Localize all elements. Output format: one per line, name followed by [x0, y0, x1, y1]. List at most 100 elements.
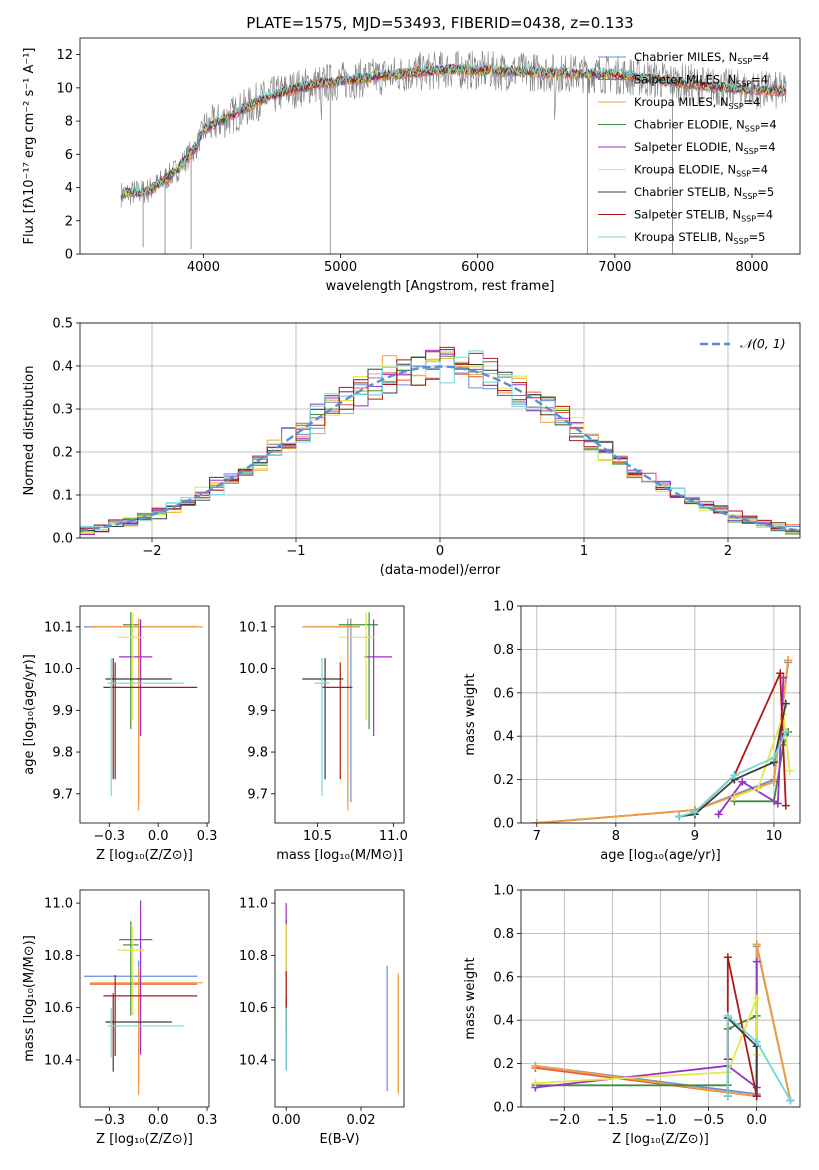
axes-weight_vs_Z: −2.0 −1.5 −1.0 −0.5 0.0 0.0 0.2 0.4 0.6 0.8 1.0 Z […: [463, 884, 801, 1147]
y-tick-label: 0.4: [52, 360, 73, 375]
y-tick-label: 10.0: [239, 662, 268, 677]
weight-marker: [723, 953, 732, 962]
weight-marker: [773, 799, 782, 808]
histogram-kroupa-stelib: [80, 350, 800, 531]
legend-label-tail: =4: [752, 50, 769, 64]
errorbar-point: [322, 662, 353, 780]
axes-age_vs_Z: −0.3 0.0 0.3 9.7 9.8 9.9 10.0 10.1 Z [log₁₀(Z/Z⊙…: [22, 605, 217, 863]
legend-label-sub: SSP: [736, 170, 751, 179]
y-tick-label: 0.1: [52, 489, 73, 504]
x-tick-label: 8000: [735, 260, 768, 275]
legend-label-tail: =4: [744, 95, 761, 109]
y-tick-label: 9.8: [52, 746, 73, 761]
x-axis-label: Z [log₁₀(Z/Z⊙)]: [96, 1132, 193, 1147]
legend-label-sub: SSP: [741, 215, 756, 224]
legend-label: Chabrier MILES, NSSP=4: [634, 50, 769, 66]
errorbar-point: [123, 921, 139, 1016]
x-tick-label: 9: [691, 829, 699, 844]
errorbar-point: [117, 612, 145, 721]
y-tick-label: 9.8: [247, 746, 268, 761]
errorbar-point: [107, 1007, 184, 1058]
y-tick-label: 0.4: [493, 730, 514, 745]
plot-area: [120, 50, 787, 254]
legend-label-base: Kroupa ELODIE, N: [634, 163, 736, 177]
x-tick-label: 0.0: [746, 1113, 767, 1128]
legend: 𝒩(0, 1): [700, 336, 786, 351]
weight-marker: [752, 1037, 761, 1046]
errorbar-point: [89, 967, 204, 1096]
x-tick-label: 2: [724, 544, 732, 559]
y-axis-label: Normed distribution: [22, 366, 37, 496]
y-tick-label: 1.0: [493, 600, 514, 615]
axes-weight_vs_age: 7 8 9 10 0.0 0.2 0.4 0.6 0.8 1.0 age [log₁₀(age/yr…: [463, 600, 801, 863]
model-line-kroupa-stelib: [120, 63, 787, 197]
errorbar-point: [119, 619, 153, 737]
errorbar-point: [364, 619, 392, 737]
x-tick-label: 0.00: [272, 1113, 301, 1128]
legend-label-sub: SSP: [729, 102, 744, 111]
errorbar-point: [123, 612, 139, 730]
errorbar-point: [105, 658, 172, 780]
axes-frame: [274, 889, 405, 1108]
y-tick-label: 10.4: [44, 1053, 73, 1068]
y-tick-label: 6: [65, 148, 73, 163]
x-tick-label: −1.0: [645, 1113, 677, 1128]
errorbar-point: [314, 658, 330, 796]
weight-marker: [730, 792, 739, 801]
x-tick-label: 0.0: [148, 829, 169, 844]
x-tick-label: 0: [436, 544, 444, 559]
x-tick-label: 0.3: [197, 1113, 218, 1128]
weight-line-salpeter-stelib: [694, 672, 787, 813]
weight-marker: [752, 994, 761, 1003]
x-tick-label: −1.5: [597, 1113, 629, 1128]
chart-title: PLATE=1575, MJD=53493, FIBERID=0438, z=0…: [246, 14, 633, 32]
axes-mass_vs_Z: −0.3 0.0 0.3 10.4 10.6 10.8 11.0 Z [log₁₀(Z/Z⊙)…: [22, 889, 218, 1147]
y-tick-label: 11.0: [239, 897, 268, 912]
weight-marker: [723, 1011, 732, 1020]
y-tick-label: 10.4: [239, 1053, 268, 1068]
errorbar-point: [302, 618, 360, 811]
weight-marker: [786, 1096, 795, 1105]
x-tick-label: −2.0: [549, 1113, 581, 1128]
weight-marker: [714, 810, 723, 819]
legend-label: Salpeter ELODIE, NSSP=4: [634, 140, 776, 156]
y-tick-label: 0.2: [493, 773, 514, 788]
y-tick-label: 9.9: [52, 704, 73, 719]
legend-label: Kroupa STELIB, NSSP=5: [634, 230, 765, 246]
legend-label: Chabrier STELIB, NSSP=5: [634, 185, 774, 201]
weight-marker: [784, 656, 793, 665]
y-tick-label: 0.5: [52, 317, 73, 332]
x-tick-label: 7000: [598, 260, 631, 275]
y-axis-label: age [log₁₀(age/yr)]: [22, 654, 37, 775]
plot-area: [285, 903, 399, 1094]
y-tick-label: 10.1: [44, 620, 73, 635]
x-axis-label: Z [log₁₀(Z/Z⊙)]: [612, 1132, 709, 1147]
y-tick-label: 10: [56, 81, 73, 96]
x-tick-label: −0.3: [94, 1113, 126, 1128]
legend-label-base: Salpeter STELIB, N: [634, 208, 741, 222]
x-tick-label: 11.0: [379, 829, 408, 844]
weight-marker: [752, 957, 761, 966]
weight-marker: [723, 1092, 732, 1101]
y-tick-label: 0.2: [493, 1057, 514, 1072]
x-axis-label: wavelength [Angstrom, rest frame]: [326, 279, 555, 294]
legend-label-sub: SSP: [734, 237, 749, 246]
x-tick-label: 6000: [461, 260, 494, 275]
y-axis-label: mass [log₁₀(M/M⊙)]: [22, 935, 37, 1062]
y-tick-label: 0.8: [493, 927, 514, 942]
model-line-salpeter-miles: [120, 67, 787, 200]
x-tick-label: 10.5: [303, 829, 332, 844]
errorbar-point: [117, 926, 145, 1016]
weight-line-kroupa-stelib: [726, 1013, 792, 1101]
y-tick-label: 10.8: [44, 949, 73, 964]
axes-frame: [79, 889, 210, 1108]
weight-line-salpeter-elodie: [535, 961, 758, 1090]
y-tick-label: 9.9: [247, 704, 268, 719]
legend-label-base: Chabrier ELODIE, N: [634, 118, 745, 132]
legend-label-sub: SSP: [745, 125, 760, 134]
x-tick-label: −2: [142, 544, 161, 559]
plot-area: [532, 656, 794, 823]
errorbar-point: [338, 612, 379, 730]
